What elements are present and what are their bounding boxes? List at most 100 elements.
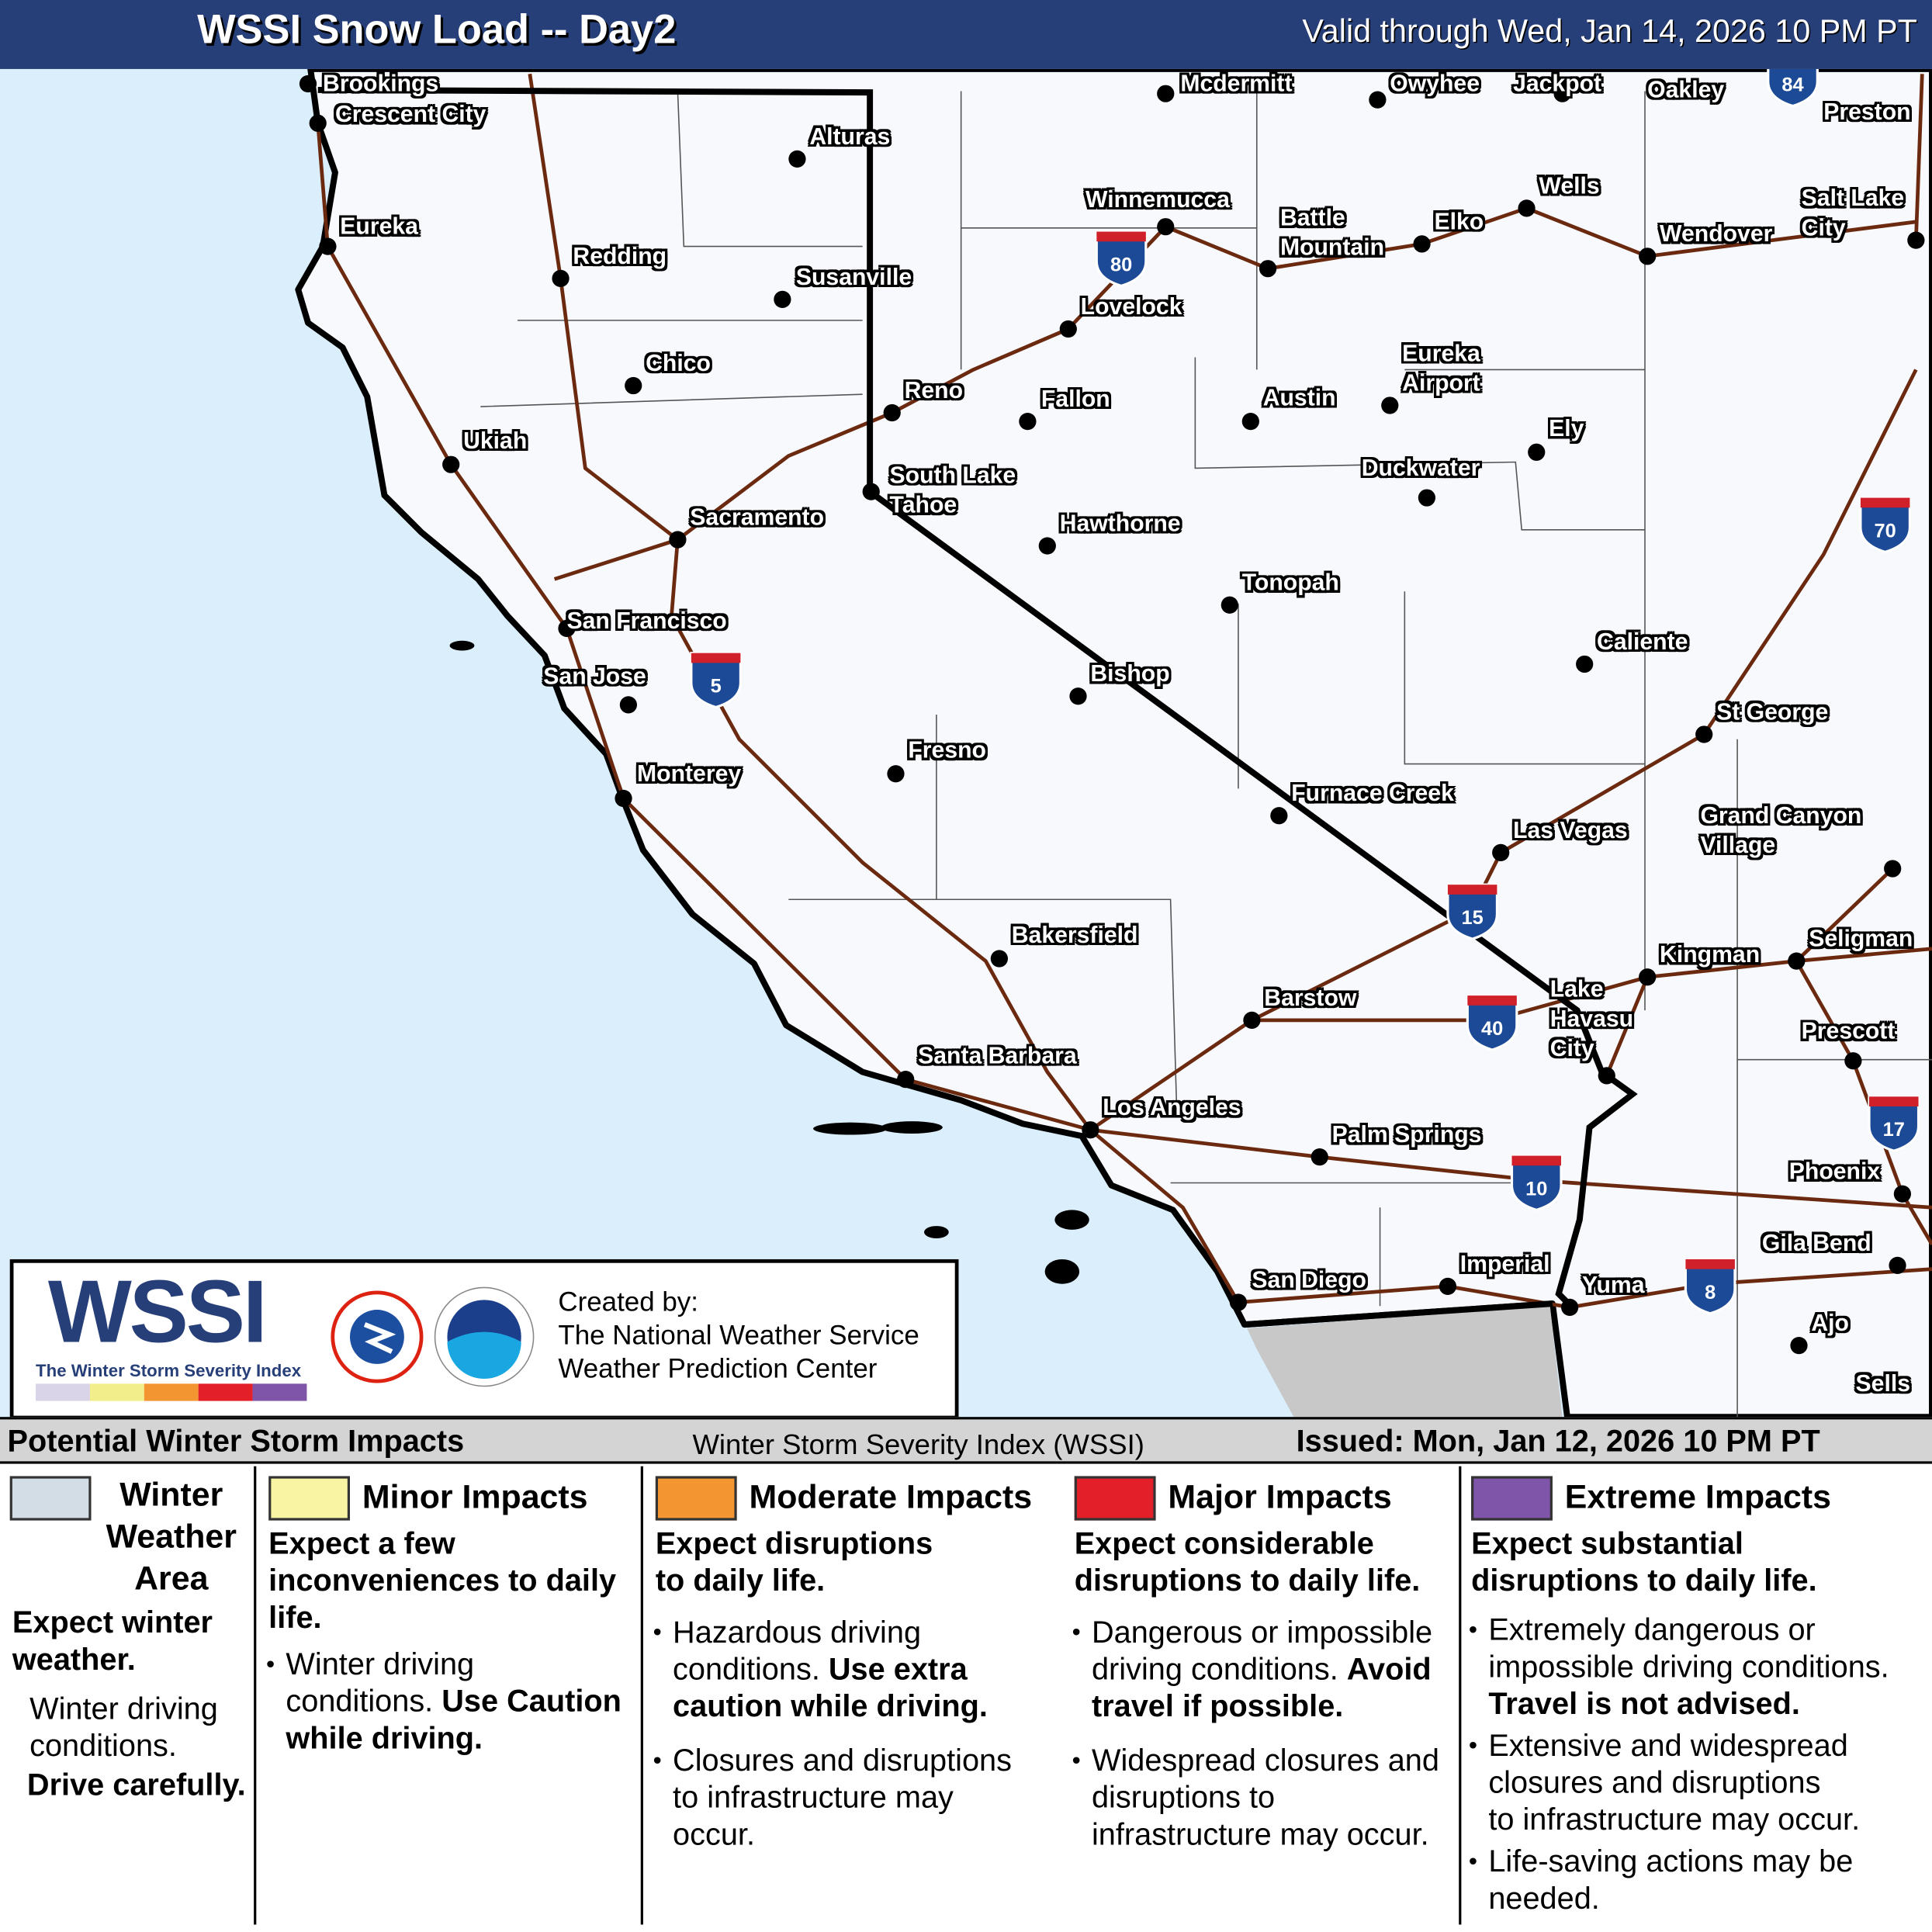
city-label: Ajo — [1811, 1311, 1849, 1337]
city-dot — [1418, 489, 1436, 507]
bullet: Dangerous or impossible driving conditio… — [1072, 1614, 1461, 1725]
city-label: Fresno — [908, 738, 986, 764]
city-label: Santa Barbara — [918, 1044, 1077, 1070]
city-dot — [1270, 807, 1288, 825]
wssi-color-bar — [36, 1383, 307, 1401]
city-dot — [1369, 91, 1387, 109]
interstate-shield-icon: 40 — [1466, 994, 1518, 1051]
city-label: Eureka — [340, 214, 418, 241]
svg-text:5: 5 — [711, 675, 722, 697]
category-headline: Expect substantial disruptions to daily … — [1471, 1526, 1817, 1598]
map: 80 5 15 40 10 8 17 70 84 — [295, 68, 1932, 1421]
credits: Created by: The National Weather Service… — [558, 1285, 919, 1385]
city-dot — [1884, 860, 1902, 878]
city-label: Chico — [646, 351, 711, 377]
interstate-shield-icon: 15 — [1446, 883, 1499, 940]
city-label: Elko — [1434, 209, 1484, 236]
city-dot — [788, 150, 806, 168]
city-label: Gila Bend — [1761, 1231, 1871, 1257]
city-dot — [1790, 1336, 1808, 1355]
category-bold: Drive carefully. — [26, 1768, 246, 1803]
city-dot — [1907, 231, 1925, 249]
nws-logo-icon — [331, 1290, 424, 1383]
city-label: Alturas — [809, 124, 891, 151]
islands — [449, 640, 1089, 1284]
city-label: Jackpot — [1513, 71, 1602, 98]
city-dot — [625, 376, 642, 395]
city-label: Prescott — [1801, 1019, 1896, 1045]
issued-time: Issued: Mon, Jan 12, 2026 10 PM PT — [1296, 1424, 1820, 1459]
city-label: Wells — [1539, 173, 1600, 200]
org-nws: The National Weather Service — [558, 1319, 919, 1351]
org-wpc: Weather Prediction Center — [558, 1352, 878, 1384]
city-label: Eureka Airport — [1402, 341, 1480, 397]
city-dot — [1311, 1148, 1328, 1166]
category-text: Winter driving conditions. — [29, 1691, 218, 1764]
bullet: Hazardous driving conditions. Use extra … — [653, 1614, 1067, 1725]
city-label: Ely — [1549, 416, 1584, 443]
city-label: Winnemucca — [1085, 187, 1230, 213]
city-label: Bakersfield — [1011, 923, 1138, 949]
city-label: Fallon — [1040, 386, 1110, 413]
city-dot — [1059, 320, 1077, 338]
category-headline: Expect considerable disruptions to daily… — [1074, 1526, 1421, 1598]
city-dot — [887, 765, 905, 783]
category-name: Major Impacts — [1168, 1478, 1392, 1516]
city-label: Hawthorne — [1059, 511, 1181, 538]
city-dot — [1639, 968, 1657, 986]
city-dot — [1639, 248, 1657, 265]
city-label: Owyhee — [1390, 71, 1480, 98]
city-dot — [309, 114, 327, 132]
mexico — [1247, 1306, 1563, 1418]
city-dot — [558, 619, 576, 638]
divider — [254, 1466, 257, 1925]
city-label: Crescent City — [334, 102, 486, 129]
city-label: Imperial — [1459, 1252, 1550, 1278]
bullet: Life-saving actions may be needed. — [1469, 1844, 1932, 1917]
city-dot — [1229, 1293, 1248, 1311]
city-label: San Diego — [1252, 1268, 1366, 1294]
category-name: Moderate Impacts — [749, 1478, 1033, 1516]
city-dot — [1220, 596, 1238, 614]
city-label: Preston — [1823, 99, 1911, 126]
city-dot — [1157, 85, 1175, 102]
svg-text:10: 10 — [1525, 1178, 1547, 1200]
city-label: Palm Springs — [1331, 1122, 1482, 1149]
svg-text:17: 17 — [1883, 1119, 1905, 1141]
city-label: Monterey — [637, 761, 742, 788]
city-label: Ukiah — [463, 428, 528, 455]
city-label: Caliente — [1597, 629, 1688, 656]
bullet: Extremely dangerous or impossible drivin… — [1469, 1612, 1932, 1723]
category-name: Winter Weather Area — [106, 1476, 237, 1598]
city-label: Sells — [1855, 1371, 1911, 1397]
city-dot — [1844, 1052, 1862, 1070]
wssi-tagline: The Winter Storm Severity Index — [36, 1360, 302, 1380]
logo-box: WSSI The Winter Storm Severity Index Cre… — [9, 1259, 959, 1420]
city-label: Battle Mountain — [1279, 206, 1385, 261]
city-label: Brookings — [323, 71, 439, 98]
county-lines — [480, 91, 1932, 1418]
city-dot — [299, 74, 317, 93]
city-label: Bishop — [1090, 661, 1170, 688]
city-label: Yuma — [1582, 1272, 1645, 1299]
city-dot — [1381, 396, 1399, 414]
city-dot — [1069, 687, 1087, 705]
map-title: WSSI Snow Load -- Day2 — [197, 5, 677, 52]
city-label: Tonopah — [1241, 570, 1339, 597]
city-dots — [299, 74, 1925, 1355]
swatch-moderate — [655, 1476, 737, 1521]
city-dot — [1561, 1298, 1579, 1316]
category-headline: Expect winter weather. — [12, 1605, 213, 1678]
city-label: Duckwater — [1361, 455, 1480, 482]
city-label: Redding — [573, 244, 667, 270]
city-dot — [1413, 235, 1431, 253]
city-dot — [1695, 725, 1713, 743]
interstate-shield-icon: 5 — [690, 652, 742, 709]
city-dot — [669, 531, 687, 549]
interstate-shields: 80 5 15 40 10 8 17 70 84 — [690, 68, 1920, 1315]
city-dot — [442, 455, 460, 473]
svg-text:8: 8 — [1705, 1282, 1716, 1304]
swatch-major — [1074, 1476, 1156, 1521]
swatch-minor — [268, 1476, 350, 1521]
